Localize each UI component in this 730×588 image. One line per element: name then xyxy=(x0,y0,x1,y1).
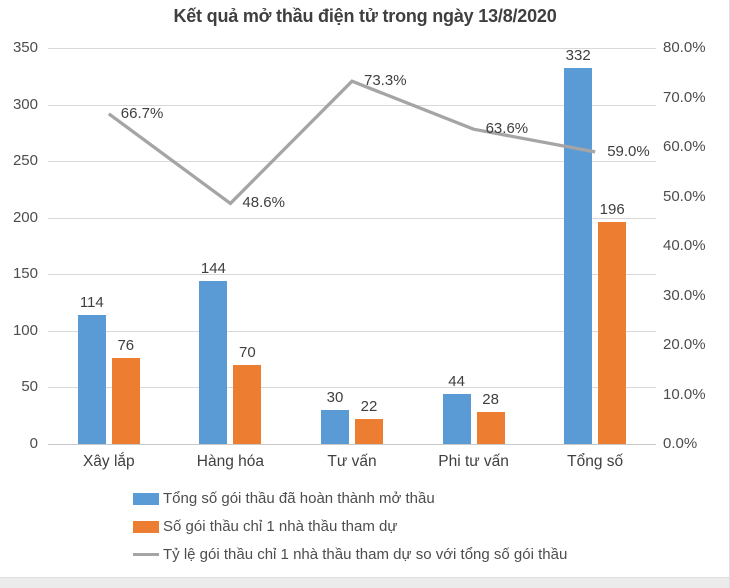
ratio-line xyxy=(107,79,596,206)
right-axis-tick: 60.0% xyxy=(663,138,706,155)
bottom-strip xyxy=(0,577,729,588)
legend-item-total-packages: Tổng số gói thầu đã hoàn thành mở thầu xyxy=(133,489,567,508)
gridline xyxy=(48,387,656,389)
category-label: Hàng hóa xyxy=(196,453,264,470)
gridline xyxy=(48,217,656,219)
legend-item-label: Tổng số gói thầu đã hoàn thành mở thầu xyxy=(163,490,435,507)
bar-value-label: 144 xyxy=(200,260,226,278)
left-axis-tick: 150 xyxy=(12,265,38,283)
bar-value-label: 196 xyxy=(599,201,625,219)
bar-value-label: 76 xyxy=(117,337,135,354)
bar-value-label: 332 xyxy=(565,47,591,65)
chart-title: Kết quả mở thầu điện tử trong ngày 13/8/… xyxy=(173,6,557,26)
left-axis-tick: 250 xyxy=(12,152,38,170)
category-label: Phi tư vấn xyxy=(438,453,509,470)
right-axis-tick: 80.0% xyxy=(663,39,706,56)
right-axis-tick: 70.0% xyxy=(663,88,706,106)
bar-orange xyxy=(355,419,383,444)
right-axis-tick: 30.0% xyxy=(663,286,706,304)
gridline xyxy=(48,274,656,276)
category-label: Xây lắp xyxy=(82,453,135,470)
right-axis-tick: 20.0% xyxy=(663,336,706,353)
bar-blue xyxy=(564,68,593,444)
bar-orange xyxy=(476,412,505,444)
legend-item-single-bidder-ratio: Tỷ lệ gói thầu chỉ 1 nhà thầu tham dự so… xyxy=(133,545,567,564)
legend-item-label: Số gói thầu chỉ 1 nhà thầu tham dự xyxy=(163,518,398,535)
line-point-label: 73.3% xyxy=(364,72,407,90)
category-label: Tổng số xyxy=(567,453,624,470)
bar-orange xyxy=(233,364,262,444)
left-axis-tick: 50 xyxy=(21,378,38,396)
legend-item-single-bidder-packages: Số gói thầu chỉ 1 nhà thầu tham dự xyxy=(133,517,567,536)
bar-value-label: 70 xyxy=(239,343,256,361)
bar-value-label: 22 xyxy=(360,398,378,416)
plot-area: 0 50 100 150 200 250 300 350 0.0% 10.0% 20.0% 30.0… xyxy=(12,39,706,470)
right-axis-tick: 10.0% xyxy=(663,385,706,403)
gray-line-swatch-icon xyxy=(133,553,159,556)
bar-blue xyxy=(77,315,106,444)
left-axis-tick: 350 xyxy=(12,39,38,56)
legend: Tổng số gói thầu đã hoàn thành mở thầu S… xyxy=(133,489,567,564)
bar-value-label: 30 xyxy=(326,389,344,407)
blue-series-swatch-icon xyxy=(133,492,159,505)
right-axis-tick: 40.0% xyxy=(663,237,706,254)
line-point-label: 59.0% xyxy=(607,142,650,160)
right-axis-tick: 0.0% xyxy=(663,435,698,452)
bar-value-label: 44 xyxy=(448,373,465,391)
left-axis-tick: 100 xyxy=(12,321,38,339)
line-point-label: 63.6% xyxy=(485,120,529,138)
bar-blue xyxy=(321,410,349,444)
gridline xyxy=(48,444,656,445)
bar-blue xyxy=(199,281,228,444)
line-point-label: 48.6% xyxy=(242,194,285,212)
left-axis-tick: 300 xyxy=(12,95,38,113)
left-axis-tick: 200 xyxy=(12,208,38,226)
gridline xyxy=(48,330,656,332)
line-point-label: 66.7% xyxy=(120,104,164,122)
bar-value-label: 28 xyxy=(482,391,499,409)
left-axis-tick: 0 xyxy=(29,435,38,452)
legend-item-label: Tỷ lệ gói thầu chỉ 1 nhà thầu tham dự so… xyxy=(163,546,568,563)
bar-value-label: 114 xyxy=(79,294,104,311)
category-label: Tư vấn xyxy=(327,453,377,470)
bar-orange xyxy=(111,358,140,444)
bar-blue xyxy=(442,394,471,444)
bar-orange xyxy=(598,222,627,444)
orange-series-swatch-icon xyxy=(133,520,159,533)
right-axis-tick: 50.0% xyxy=(663,187,706,205)
gridline xyxy=(48,48,656,49)
